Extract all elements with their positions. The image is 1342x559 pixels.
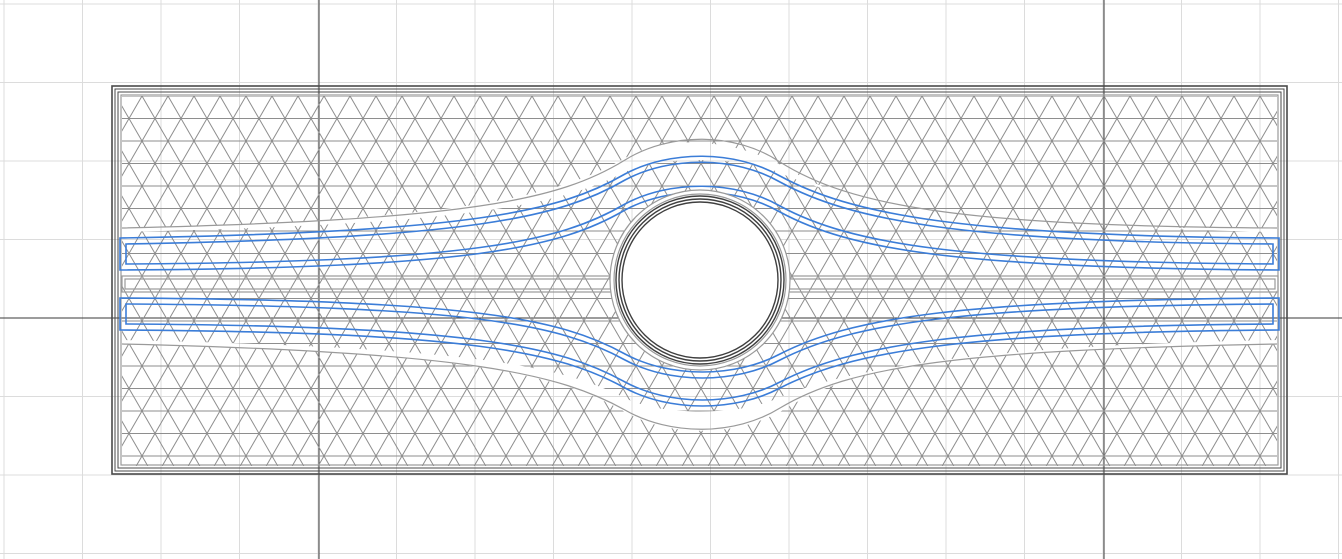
feature-loop-lower	[119, 297, 1280, 407]
top-region-wall	[121, 138, 1278, 229]
feature-loop-upper-inner	[125, 161, 1274, 265]
hole-perimeter-3	[621, 201, 779, 359]
feature-loop-upper	[119, 155, 1280, 271]
outer-perimeter-2	[114, 88, 1285, 472]
outer-perimeter-3	[117, 91, 1282, 469]
outer-perimeter	[111, 85, 1288, 475]
bottom-region-wall	[121, 343, 1278, 430]
feature-loop-lower-inner	[125, 303, 1274, 401]
infill-middle	[122, 160, 1277, 412]
feature-paths	[119, 155, 1280, 407]
hole	[609, 189, 791, 371]
infill-lines	[122, 160, 1277, 412]
